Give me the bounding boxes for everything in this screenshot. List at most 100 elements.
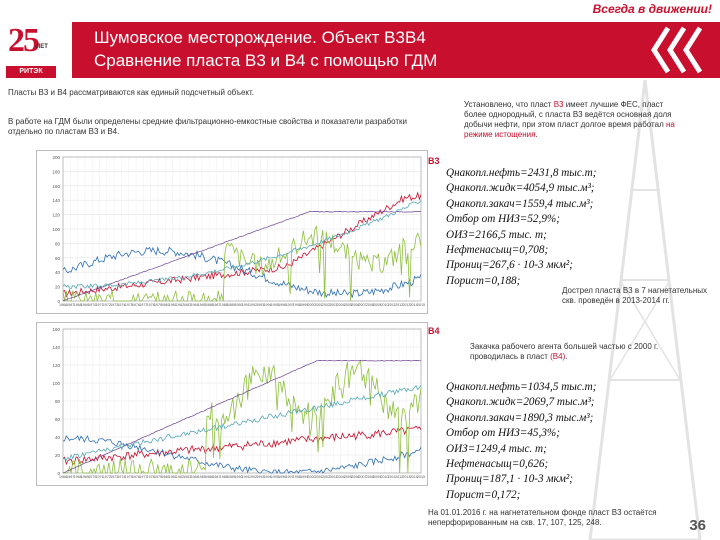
x-tick-label: 1978 [147, 303, 155, 307]
x-tick-label: 2013 [402, 475, 410, 479]
x-tick-label: 1979 [154, 303, 162, 307]
y-tick-label: 40 [55, 435, 61, 440]
y-tick-label: 20 [55, 285, 61, 290]
x-tick-label: 1988 [220, 303, 228, 307]
y-tick-label: 80 [55, 399, 61, 404]
x-tick-label: 1985 [198, 303, 206, 307]
b3-stat: Отбор от НИЗ=52,9%; [446, 213, 560, 226]
note-top-text-2: имеет лучшие ФЕС, пласт более однородный… [464, 100, 672, 129]
b4-stat: Qнакопл.нефть=1034,5 тыс.т; [446, 381, 597, 393]
x-tick-label: 1984 [191, 303, 199, 307]
x-tick-label: 1996 [278, 475, 286, 479]
x-tick-label: 1971 [96, 475, 104, 479]
y-tick-label: 100 [52, 227, 60, 232]
note-bottom: На 01.01.2016 г. на нагнетательном фонде… [428, 508, 657, 527]
note-b4: Закачка рабочего агента большей частью с… [470, 342, 659, 361]
x-tick-label: 2012 [395, 475, 403, 479]
chart-b3: 200 180 160 140 120 100 80 60 40 20 0 1966 1967 1968 1… [36, 150, 428, 314]
b3-stat: ОИЗ=2166,5 тыс. т; [446, 228, 547, 241]
note-mid: Дострел пласта В3 в 7 нагнетательных скв… [562, 286, 707, 305]
series-line [62, 211, 422, 302]
x-tick-label: 1984 [191, 475, 199, 479]
intro-line-1: Пласты В3 и В4 рассматриваются как едины… [8, 88, 255, 97]
b3-stat: Qнакопл.жидк=4054,9 тыс.м³; [446, 182, 595, 195]
note-top-highlight-depletion: на режиме истощения [464, 120, 675, 139]
x-tick-label: 2015 [417, 303, 425, 307]
x-tick-label: 2008 [366, 475, 374, 479]
y-tick-label: 120 [52, 213, 60, 218]
x-tick-label: 1986 [205, 303, 213, 307]
series-line [62, 225, 422, 303]
note-top: Установлено, что пласт В3 имеет лучшие Ф… [464, 100, 675, 139]
x-tick-label: 1989 [227, 303, 235, 307]
x-tick-label: 2001 [315, 475, 323, 479]
x-tick-label: 1970 [88, 303, 96, 307]
b4-stat: Нефтенасыщ=0,626; [446, 458, 549, 471]
x-tick-label: 2006 [351, 475, 359, 479]
x-tick-label: 1999 [300, 303, 308, 307]
series-line [62, 200, 422, 290]
x-tick-label: 1975 [125, 475, 133, 479]
y-tick-label: 80 [55, 241, 61, 246]
x-tick-label: 1988 [220, 475, 228, 479]
x-tick-label: 2013 [402, 303, 410, 307]
b4-stat: Отбор от НИЗ=45,3%; [446, 427, 560, 440]
title-banner: Шумовское месторождение. Объект В3В4 Сра… [72, 22, 720, 78]
b3-stat: Порист=0,188; [446, 274, 521, 287]
series-line [62, 246, 422, 299]
plot-area [62, 328, 422, 474]
x-tick-label: 1970 [88, 475, 96, 479]
series-line [62, 435, 422, 474]
x-tick-label: 2008 [366, 303, 374, 307]
y-tick-label: 40 [55, 270, 61, 275]
x-tick-label: 1967 [66, 475, 74, 479]
note-top-text-1: Установлено, что пласт [464, 100, 554, 109]
x-tick-label: 2014 [410, 475, 418, 479]
x-tick-label: 1991 [242, 475, 250, 479]
series-line [62, 425, 422, 466]
x-tick-label: 1983 [183, 303, 191, 307]
x-tick-label: 1977 [139, 475, 147, 479]
x-tick-label: 1972 [103, 475, 111, 479]
y-tick-label: 60 [55, 417, 61, 422]
x-tick-label: 1981 [169, 475, 177, 479]
series-line [62, 191, 422, 298]
y-tick-label: 120 [52, 363, 60, 368]
slogan: Всегда в движении! [592, 2, 712, 16]
x-tick-label: 1982 [176, 303, 184, 307]
x-tick-label: 2012 [395, 303, 403, 307]
y-tick-label: 200 [52, 155, 60, 160]
b4-stat: Qнакопл.жидк=2069,7 тыс.м³; [446, 396, 595, 409]
page-title: Шумовское месторождение. Объект В3В4 [94, 28, 426, 47]
b3-stat: Нефтенасыщ=0,708; [446, 244, 549, 257]
logo-years: ЛЕТ [36, 44, 48, 50]
note-top-highlight-b3: В3 [553, 100, 564, 109]
y-tick-label: 160 [52, 327, 60, 332]
x-tick-label: 2004 [337, 475, 345, 479]
y-tick-label: 140 [52, 345, 60, 350]
x-tick-label: 1969 [81, 475, 89, 479]
x-tick-label: 2010 [380, 303, 388, 307]
x-tick-label: 2000 [307, 475, 315, 479]
note-b4-highlight: (В4) [550, 352, 566, 361]
x-tick-label: 2011 [388, 475, 396, 479]
x-tick-label: 1996 [278, 303, 286, 307]
series-line [62, 385, 422, 461]
intro-line-2: В работе на ГДМ были определены средние … [8, 117, 408, 136]
x-tick-label: 2001 [315, 303, 323, 307]
b3-stat: Qнакопл.закач=1559,4 тыс.м³; [446, 197, 594, 210]
y-tick-label: 0 [57, 299, 60, 304]
x-tick-label: 1973 [110, 475, 118, 479]
x-tick-label: 1994 [264, 475, 272, 479]
x-tick-label: 1989 [227, 475, 235, 479]
page-number: 36 [689, 517, 706, 534]
chart-b4: 160 140 120 100 80 60 40 20 0 1966 1967 1968 1969 197… [36, 322, 428, 486]
x-tick-label: 2010 [380, 475, 388, 479]
x-tick-label: 2005 [344, 475, 352, 479]
x-tick-label: 2009 [373, 303, 381, 307]
y-tick-label: 160 [52, 184, 60, 189]
x-tick-label: 1969 [81, 303, 89, 307]
x-tick-label: 1993 [256, 303, 264, 307]
logo-number: 25 [8, 22, 40, 59]
b4-stat: Qнакопл.закач=1890,3 тыс.м³; [446, 411, 594, 424]
